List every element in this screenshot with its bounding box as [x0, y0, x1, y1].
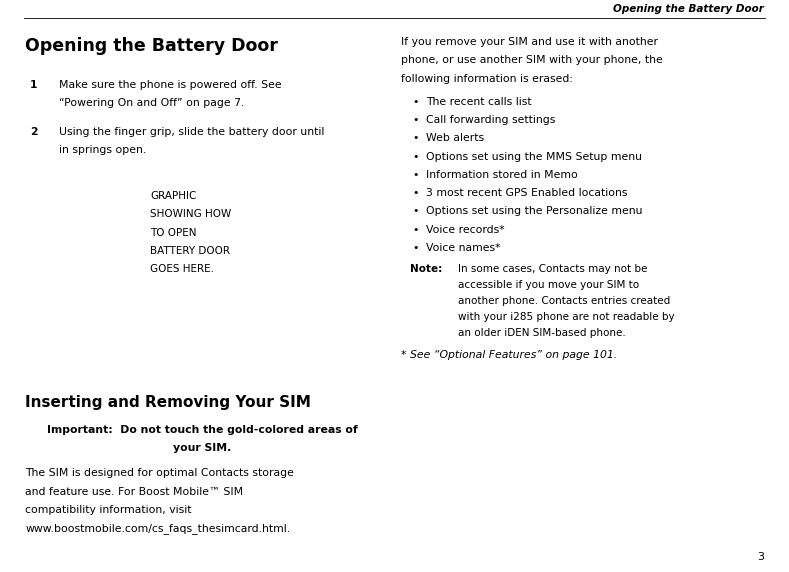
Text: an older iDEN SIM-based phone.: an older iDEN SIM-based phone. — [458, 328, 626, 338]
Text: and feature use. For Boost Mobile™ SIM: and feature use. For Boost Mobile™ SIM — [25, 487, 243, 496]
Text: If you remove your SIM and use it with another: If you remove your SIM and use it with a… — [401, 37, 658, 47]
Text: •: • — [413, 152, 419, 161]
Text: Using the finger grip, slide the battery door until: Using the finger grip, slide the battery… — [59, 127, 324, 137]
Text: “Powering On and Off” on page 7.: “Powering On and Off” on page 7. — [59, 98, 245, 108]
Text: your SIM.: your SIM. — [173, 443, 231, 453]
Text: Voice names*: Voice names* — [426, 243, 500, 253]
Text: Options set using the MMS Setup menu: Options set using the MMS Setup menu — [426, 152, 642, 161]
Text: with your i285 phone are not readable by: with your i285 phone are not readable by — [458, 312, 675, 322]
Text: accessible if you move your SIM to: accessible if you move your SIM to — [458, 280, 639, 290]
Text: •: • — [413, 115, 419, 125]
Text: 2: 2 — [30, 127, 38, 137]
Text: www.boostmobile.com/cs_faqs_thesimcard.html.: www.boostmobile.com/cs_faqs_thesimcard.h… — [25, 523, 290, 534]
Text: 1: 1 — [30, 80, 38, 90]
Text: In some cases, Contacts may not be: In some cases, Contacts may not be — [458, 264, 647, 274]
Text: 3 most recent GPS Enabled locations: 3 most recent GPS Enabled locations — [426, 188, 627, 198]
Text: TO OPEN: TO OPEN — [150, 228, 196, 237]
Text: Voice records*: Voice records* — [426, 225, 505, 235]
Text: another phone. Contacts entries created: another phone. Contacts entries created — [458, 296, 670, 306]
Text: phone, or use another SIM with your phone, the: phone, or use another SIM with your phon… — [401, 55, 663, 65]
Text: GRAPHIC: GRAPHIC — [150, 191, 196, 201]
Text: •: • — [413, 133, 419, 143]
Text: in springs open.: in springs open. — [59, 145, 147, 155]
Text: 3: 3 — [757, 552, 764, 562]
Text: Information stored in Memo: Information stored in Memo — [426, 170, 578, 180]
Text: •: • — [413, 206, 419, 216]
Text: •: • — [413, 225, 419, 235]
Text: •: • — [413, 170, 419, 180]
Text: Make sure the phone is powered off. See: Make sure the phone is powered off. See — [59, 80, 282, 90]
Text: GOES HERE.: GOES HERE. — [150, 264, 214, 274]
Text: * See “Optional Features” on page 101.: * See “Optional Features” on page 101. — [401, 350, 617, 360]
Text: Opening the Battery Door: Opening the Battery Door — [25, 37, 279, 55]
Text: •: • — [413, 188, 419, 198]
Text: Options set using the Personalize menu: Options set using the Personalize menu — [426, 206, 642, 216]
Text: BATTERY DOOR: BATTERY DOOR — [150, 246, 230, 256]
Text: Inserting and Removing Your SIM: Inserting and Removing Your SIM — [25, 395, 311, 410]
Text: The SIM is designed for optimal Contacts storage: The SIM is designed for optimal Contacts… — [25, 468, 294, 478]
Text: •: • — [413, 243, 419, 253]
Text: •: • — [413, 97, 419, 106]
Text: Note:: Note: — [410, 264, 443, 274]
Text: Web alerts: Web alerts — [426, 133, 484, 143]
Text: Call forwarding settings: Call forwarding settings — [426, 115, 555, 125]
Text: SHOWING HOW: SHOWING HOW — [150, 209, 231, 219]
Text: The recent calls list: The recent calls list — [426, 97, 532, 106]
Text: Important:  Do not touch the gold-colored areas of: Important: Do not touch the gold-colored… — [47, 425, 357, 435]
Text: Opening the Battery Door: Opening the Battery Door — [613, 5, 764, 14]
Text: compatibility information, visit: compatibility information, visit — [25, 505, 192, 515]
Text: following information is erased:: following information is erased: — [401, 74, 573, 84]
